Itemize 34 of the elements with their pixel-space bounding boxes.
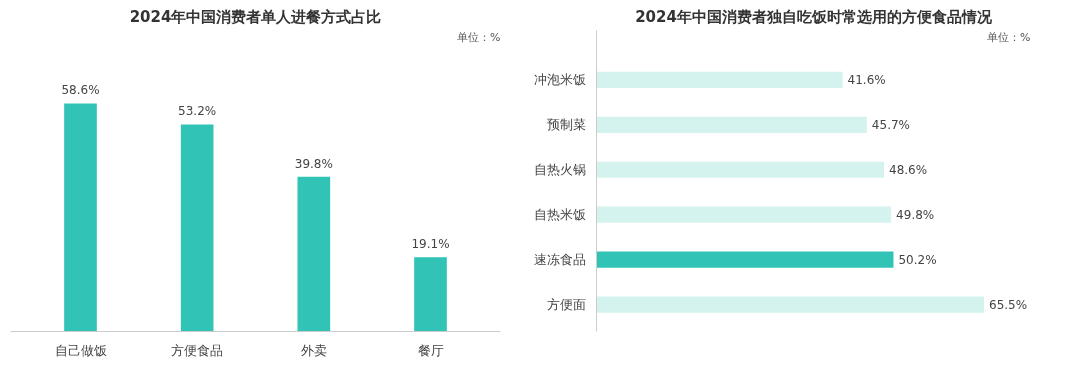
data-label: 49.8% <box>896 207 935 222</box>
bar <box>596 296 984 313</box>
x-tick-label: 自己做饭 <box>54 342 107 358</box>
y-tick-label: 预制菜 <box>546 117 586 133</box>
y-tick-label: 速冻食品 <box>533 252 586 268</box>
bar <box>596 116 867 133</box>
x-tick-label: 方便食品 <box>171 342 224 358</box>
x-tick-label: 外卖 <box>300 342 327 358</box>
data-label: 53.2% <box>178 104 217 119</box>
y-tick-label: 冲泡米饭 <box>533 72 586 88</box>
data-label: 48.6% <box>889 162 928 177</box>
bar <box>297 176 331 332</box>
bar <box>596 71 843 88</box>
y-tick-label: 方便面 <box>546 297 586 313</box>
data-label: 19.1% <box>411 237 450 252</box>
data-label: 50.2% <box>898 252 937 267</box>
text: 单位：% <box>457 30 501 44</box>
x-tick-label: 餐厅 <box>417 342 444 358</box>
bar <box>596 206 892 223</box>
bar <box>596 161 885 178</box>
data-label: 41.6% <box>847 72 886 87</box>
bar <box>180 124 214 332</box>
bar <box>414 257 447 332</box>
data-label: 45.7% <box>871 117 910 132</box>
bar <box>64 103 97 332</box>
data-label: 65.5% <box>989 297 1028 312</box>
y-tick-label: 自热米饭 <box>533 207 586 223</box>
data-label: 39.8% <box>294 156 333 171</box>
chart-title: 2024年中国消费者独自吃饭时常选用的方便食品情况 <box>635 7 993 26</box>
chart-title: 2024年中国消费者单人进餐方式占比 <box>129 7 382 26</box>
y-tick-label: 自热火锅 <box>533 162 586 178</box>
bar <box>596 251 894 268</box>
text: 单位：% <box>987 30 1031 44</box>
data-label: 58.6% <box>61 83 100 98</box>
